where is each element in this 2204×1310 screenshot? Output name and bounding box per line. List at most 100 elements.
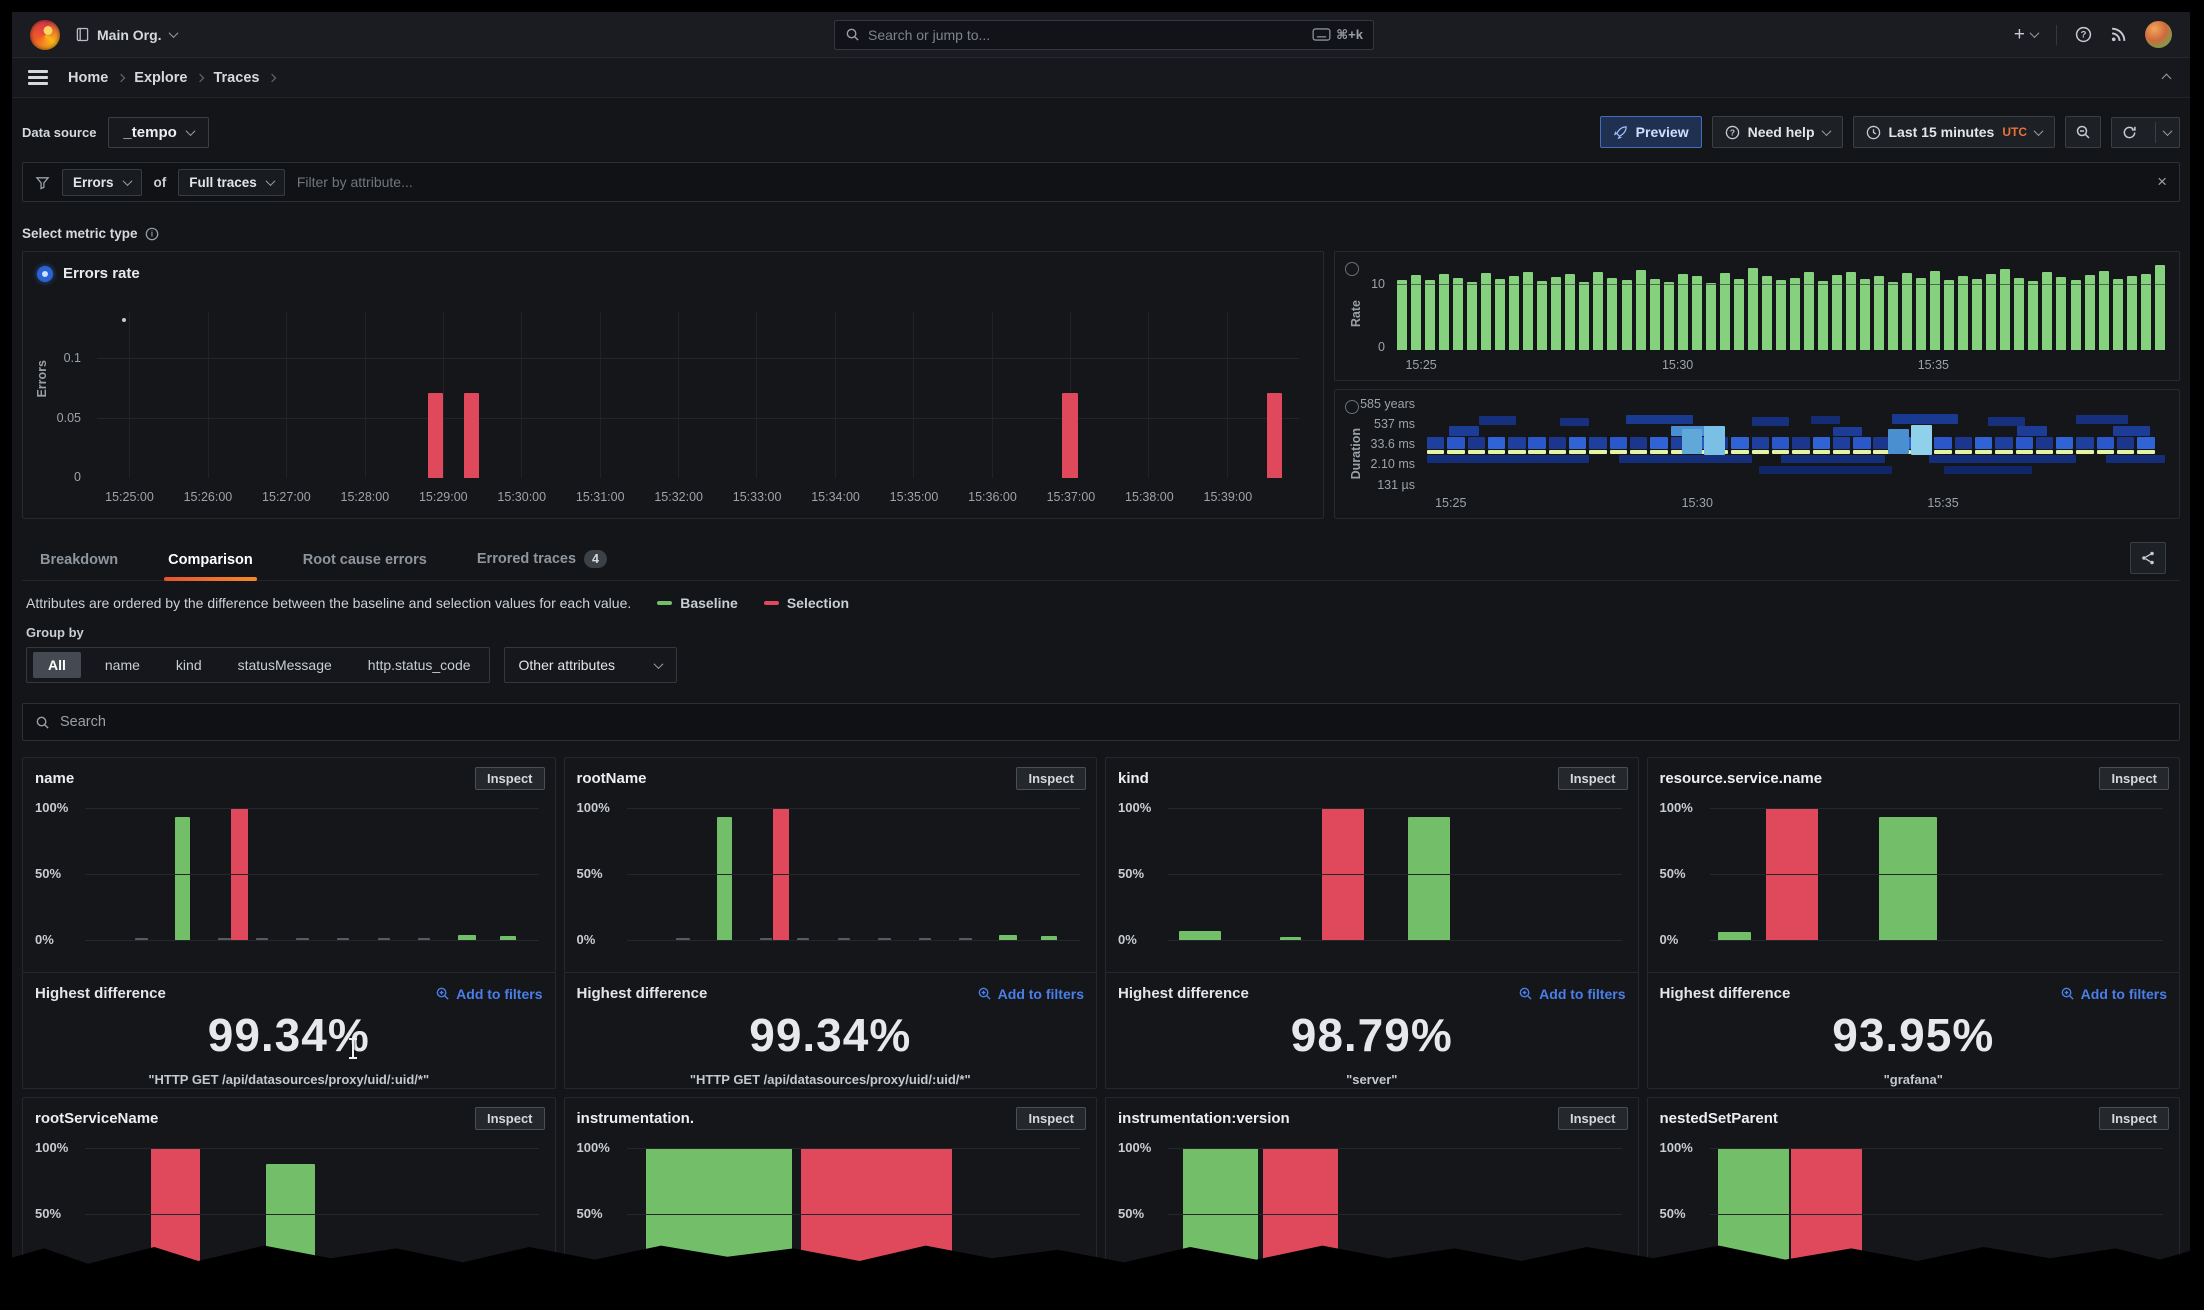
chart-bar	[959, 938, 972, 940]
x-axis-label: 15:30	[1661, 358, 1694, 372]
info-circle-icon: i	[145, 227, 159, 241]
heatmap-cell	[1427, 455, 1590, 464]
group-by-option-all[interactable]: All	[33, 652, 81, 678]
tab-root-cause-errors[interactable]: Root cause errors	[299, 540, 431, 580]
inspect-button[interactable]: Inspect	[1016, 767, 1086, 790]
errors-rate-radio[interactable]	[37, 265, 53, 282]
share-button[interactable]	[2130, 542, 2166, 574]
rate-bar	[2112, 278, 2123, 350]
zoom-out-button[interactable]	[2065, 116, 2101, 148]
heatmap-cell	[1792, 449, 1810, 455]
magnifier-plus-icon	[2060, 986, 2075, 1001]
heatmap-cell	[1928, 455, 2077, 464]
difference-caption: "server"	[1346, 1072, 1398, 1087]
panel-chart: 100% 50% 0%	[577, 794, 1085, 962]
menu-hamburger-icon[interactable]	[28, 70, 48, 85]
legend-item: Selection	[763, 595, 850, 611]
rate-bar	[1846, 271, 1856, 350]
other-attributes-select[interactable]: Other attributes	[503, 647, 678, 683]
breadcrumb-item[interactable]: Home	[68, 69, 109, 86]
grafana-logo-icon[interactable]	[30, 19, 60, 50]
add-to-filters-link[interactable]: Add to filters	[977, 986, 1084, 1002]
divider	[1647, 972, 2179, 973]
rate-bar	[1958, 275, 1969, 350]
y-axis-label: 0%	[576, 932, 596, 947]
rate-bar	[2000, 269, 2011, 350]
inspect-button[interactable]: Inspect	[1016, 1107, 1086, 1130]
chevron-down-icon	[653, 658, 664, 669]
tab-errored-traces[interactable]: Errored traces 4	[473, 538, 611, 580]
duration-metric-radio[interactable]	[1345, 400, 1359, 414]
chart-bar	[150, 1148, 201, 1266]
group-by-option-http.status_code[interactable]: http.status_code	[350, 649, 489, 681]
group-by-option-kind[interactable]: kind	[158, 649, 220, 681]
rate-bar	[1930, 270, 1941, 350]
add-to-filters-link[interactable]: Add to filters	[2060, 986, 2167, 1002]
legend-label: Baseline	[680, 595, 738, 611]
heatmap-cell	[1934, 436, 1952, 450]
rate-bar	[1439, 273, 1450, 350]
preview-button[interactable]: Preview	[1599, 116, 1702, 148]
time-range-picker[interactable]: Last 15 minutes UTC	[1852, 116, 2055, 148]
add-to-filters-link[interactable]: Add to filters	[435, 986, 543, 1002]
filter-scope-select[interactable]: Full traces	[178, 168, 285, 196]
heatmap-cell	[1427, 436, 1445, 450]
ordering-note: Attributes are ordered by the difference…	[26, 595, 632, 611]
legend: Baseline Selection	[657, 595, 849, 611]
close-icon[interactable]: ×	[2157, 172, 2167, 191]
search-placeholder: Search	[60, 714, 106, 730]
error-bar	[463, 393, 480, 478]
datasource-select[interactable]: _tempo	[108, 116, 209, 148]
breadcrumb-item[interactable]: Traces	[213, 69, 260, 86]
heatmap-cell	[1873, 436, 1891, 450]
gridline	[1168, 808, 1622, 809]
inspect-button[interactable]: Inspect	[1557, 767, 1628, 790]
filter-attribute-input[interactable]: Filter by attribute...	[296, 174, 413, 190]
inspect-button[interactable]: Inspect	[1557, 1107, 1628, 1130]
inspect-button[interactable]: Inspect	[2099, 1107, 2169, 1130]
attribute-panel: rootName Inspect 100% 50% 0% Highest diffe…	[563, 757, 1097, 1089]
timezone-label: UTC	[2002, 125, 2027, 139]
user-avatar[interactable]	[2145, 21, 2172, 48]
y-axis-label: 100%	[576, 1140, 610, 1155]
refresh-interval-chevron[interactable]	[2155, 121, 2179, 143]
inspect-button[interactable]: Inspect	[474, 1107, 545, 1130]
need-help-button[interactable]: ? Need help	[1711, 116, 1843, 148]
news-rss-icon[interactable]	[2110, 26, 2127, 43]
global-search-input[interactable]: Search or jump to... ⌘+k	[834, 19, 1374, 50]
inspect-button[interactable]: Inspect	[2099, 767, 2169, 790]
y-axis-label: 100%	[1659, 1140, 1693, 1155]
breadcrumb-item[interactable]: Explore	[134, 69, 188, 86]
inspect-button[interactable]: Inspect	[474, 767, 545, 790]
tab-comparison[interactable]: Comparison	[164, 540, 257, 581]
legend-label: Selection	[786, 595, 850, 611]
heatmap-cell	[1853, 449, 1871, 455]
rate-bar	[1537, 280, 1548, 350]
gridline	[626, 874, 1080, 875]
help-icon[interactable]: ?	[2075, 26, 2092, 43]
collapse-chevron-up-icon[interactable]	[2159, 66, 2174, 89]
y-axis-label: 50%	[576, 866, 603, 881]
highest-difference-label: Highest difference	[576, 985, 708, 1002]
rate-metric-radio[interactable]	[1345, 262, 1359, 276]
group-by-option-name[interactable]: name	[87, 649, 158, 681]
group-by-option-statusmessage[interactable]: statusMessage	[220, 649, 350, 681]
group-by-segmented-control: All name kind statusMessage http.status_code	[26, 647, 490, 683]
heatmap-cell	[1751, 449, 1770, 455]
chevron-down-icon	[185, 125, 196, 136]
refresh-icon[interactable]	[2112, 118, 2147, 147]
attribute-search-input[interactable]: Search	[22, 703, 2180, 741]
tab-breakdown[interactable]: Breakdown	[36, 540, 122, 580]
tab-label: Errored traces	[476, 551, 577, 567]
org-switcher[interactable]: Main Org.	[76, 27, 179, 43]
svg-text:?: ?	[2081, 30, 2087, 41]
x-axis-label: 15:32:00	[654, 490, 703, 504]
add-new-button[interactable]: +	[2014, 24, 2040, 46]
rate-bar	[1944, 280, 1955, 350]
heatmap-cell	[2076, 436, 2094, 450]
panel-chart: 100% 50%	[576, 1134, 1085, 1266]
add-to-filters-link[interactable]: Add to filters	[1518, 986, 1626, 1002]
heatmap-cell	[1832, 436, 1851, 450]
filter-metric-select[interactable]: Errors	[62, 168, 142, 196]
x-axis-label: 15:38:00	[1125, 490, 1174, 504]
